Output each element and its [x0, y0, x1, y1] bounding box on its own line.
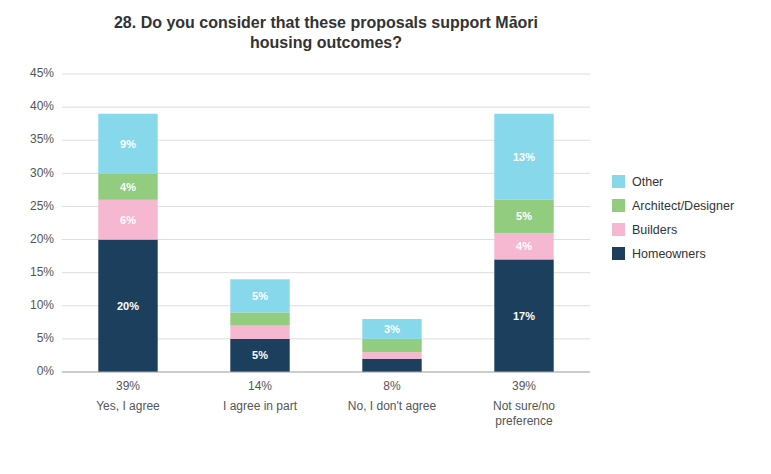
bar-segment — [494, 200, 553, 233]
bar-segment — [98, 114, 157, 174]
data-label: 13% — [513, 151, 535, 163]
y-tick-label: 0% — [37, 364, 55, 378]
data-label: 17% — [513, 310, 535, 322]
bar-segment — [362, 339, 421, 352]
data-label: 5% — [252, 290, 268, 302]
bar-segment — [98, 200, 157, 240]
data-label: 6% — [120, 214, 136, 226]
bar-segment — [230, 279, 289, 312]
bars — [98, 114, 553, 372]
total-label: 8% — [383, 379, 401, 393]
bar-segment — [98, 173, 157, 199]
y-tick-label: 10% — [30, 298, 54, 312]
title: 28. Do you consider that these proposals… — [114, 14, 538, 51]
legend-label: Architect/Designer — [632, 199, 734, 213]
total-label: 39% — [116, 379, 140, 393]
x-tick-label: Not sure/nopreference — [493, 399, 555, 428]
bar-segment — [98, 240, 157, 372]
legend-swatch — [612, 199, 625, 212]
total-label: 14% — [248, 379, 272, 393]
data-label: 5% — [516, 210, 532, 222]
legend-swatch — [612, 175, 625, 188]
bar-segment — [230, 339, 289, 372]
legend-label: Builders — [632, 223, 677, 237]
x-tick-label: No, I don't agree — [348, 399, 437, 413]
grid-line — [62, 107, 590, 108]
y-tick-label: 15% — [30, 265, 54, 279]
legend-label: Homeowners — [632, 247, 706, 261]
grid — [62, 74, 590, 372]
bar-segment — [494, 233, 553, 259]
y-tick-label: 35% — [30, 132, 54, 146]
bar-segment — [362, 319, 421, 339]
y-tick-label: 30% — [30, 166, 54, 180]
legend: Other Architect/Designer Builders Homeowner… — [612, 175, 734, 261]
bar-segment — [230, 326, 289, 339]
x-tick-label: I agree in part — [223, 399, 298, 413]
y-tick-label: 25% — [30, 199, 54, 213]
bar-segment — [494, 259, 553, 372]
data-label: 3% — [384, 323, 400, 335]
grid-line — [62, 372, 590, 373]
data-label: 4% — [516, 240, 532, 252]
grid-line — [62, 74, 590, 75]
chart: 28. Do you consider that these proposals… — [0, 0, 771, 474]
bar-segment — [494, 114, 553, 200]
x-axis-line — [62, 372, 590, 373]
data-labels: 20% 5% 17% 6% 4% 4% 5% 9% 5% 3% 13% — [117, 138, 535, 362]
legend-swatch — [612, 247, 625, 260]
data-label: 4% — [120, 181, 136, 193]
data-label: 5% — [252, 349, 268, 361]
data-label: 9% — [120, 138, 136, 150]
legend-label: Other — [632, 175, 663, 189]
total-label: 39% — [512, 379, 536, 393]
y-tick-label: 40% — [30, 99, 54, 113]
x-tick-label: Yes, I agree — [96, 399, 160, 413]
legend-swatch — [612, 223, 625, 236]
bar-segment — [362, 352, 421, 359]
y-tick-label: 5% — [37, 331, 55, 345]
bar-segment — [230, 312, 289, 325]
data-label: 20% — [117, 300, 139, 312]
y-tick-label: 45% — [30, 66, 54, 80]
y-tick-label: 20% — [30, 232, 54, 246]
bar-segment — [362, 359, 421, 372]
